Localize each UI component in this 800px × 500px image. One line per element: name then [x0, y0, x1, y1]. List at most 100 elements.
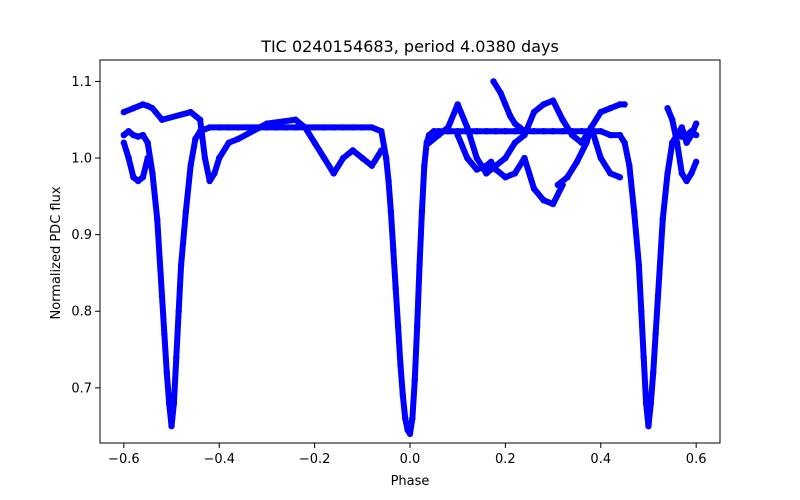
y-tick-label: 0.7	[71, 381, 92, 396]
series-6-trace	[490, 78, 528, 135]
chart-title: TIC 0240154683, period 4.0380 days	[260, 37, 559, 56]
data-point	[635, 262, 643, 269]
data-point	[421, 162, 428, 169]
data-point	[187, 162, 194, 169]
data-point	[444, 124, 452, 131]
data-point	[626, 162, 633, 169]
data-point	[607, 105, 614, 112]
data-point	[125, 128, 132, 135]
data-point	[382, 154, 390, 162]
data-point	[425, 139, 433, 146]
data-point	[664, 170, 671, 177]
data-point	[201, 154, 209, 162]
data-point	[473, 166, 480, 173]
data-point	[597, 108, 604, 116]
data-point	[134, 177, 142, 185]
data-point	[630, 208, 638, 215]
data-point	[330, 124, 337, 131]
data-point	[483, 128, 490, 135]
data-point	[654, 292, 662, 300]
data-point	[349, 147, 356, 154]
data-point	[225, 139, 232, 146]
data-point	[683, 139, 690, 146]
data-point	[540, 196, 547, 204]
data-point	[621, 101, 628, 108]
data-point	[139, 131, 147, 139]
data-point	[592, 139, 600, 146]
data-point	[659, 216, 666, 223]
data-point	[688, 131, 695, 139]
data-point	[652, 331, 659, 338]
data-point	[502, 101, 509, 108]
data-point	[642, 399, 650, 407]
data-point	[125, 154, 132, 162]
axes-layer: −0.6 −0.4 −0.2 0.0 0.2 0.4 0.6 0.7 0.8 0.9 1.0 1.1	[71, 59, 721, 467]
data-point	[640, 354, 647, 361]
data-point	[588, 124, 595, 131]
data-point	[664, 105, 671, 112]
data-point	[320, 154, 328, 162]
data-point	[530, 128, 538, 135]
data-point	[177, 262, 185, 269]
data-point	[597, 154, 604, 162]
data-point	[678, 124, 686, 131]
data-point	[170, 399, 178, 407]
x-tick-label: −0.6	[108, 452, 140, 467]
series-3	[120, 139, 151, 185]
series-9	[669, 120, 700, 146]
data-point	[378, 147, 385, 154]
data-point	[387, 208, 395, 215]
data-point	[206, 124, 213, 131]
data-point	[406, 430, 414, 438]
data-point	[647, 399, 655, 407]
data-point	[673, 131, 681, 139]
x-axis-title: Phase	[391, 474, 430, 489]
data-point	[418, 208, 426, 215]
data-point	[454, 131, 461, 139]
data-point	[359, 124, 366, 131]
data-point	[399, 392, 407, 399]
series-4	[425, 97, 628, 177]
data-point	[292, 116, 299, 123]
data-point	[206, 177, 213, 185]
data-point	[473, 128, 480, 135]
data-point	[175, 308, 182, 315]
data-point	[187, 108, 194, 116]
data-layer	[120, 78, 700, 438]
data-point	[120, 108, 128, 116]
data-point	[225, 124, 232, 131]
data-point	[154, 216, 161, 223]
data-point	[402, 415, 409, 422]
data-point	[216, 154, 223, 162]
data-point	[559, 116, 566, 123]
data-point	[549, 128, 557, 135]
data-point	[490, 78, 497, 85]
data-point	[263, 120, 271, 127]
x-tick-label: 0.4	[590, 452, 611, 467]
data-point	[502, 128, 509, 135]
data-point	[211, 170, 218, 177]
data-point	[607, 170, 614, 177]
data-point	[511, 120, 519, 127]
data-point	[540, 128, 547, 135]
data-point	[521, 154, 528, 162]
data-point	[683, 177, 690, 185]
data-point	[692, 120, 700, 127]
data-point	[330, 170, 337, 177]
data-point	[483, 162, 490, 169]
data-point	[182, 208, 190, 215]
data-point	[378, 128, 385, 135]
data-point	[638, 308, 645, 315]
data-point	[273, 124, 280, 131]
data-point	[502, 154, 509, 162]
data-point	[516, 124, 523, 131]
data-point	[530, 185, 538, 192]
data-point	[511, 170, 519, 177]
data-point	[549, 97, 557, 104]
data-point	[549, 200, 557, 208]
data-point	[692, 158, 700, 166]
y-tick-label: 0.8	[71, 305, 92, 320]
data-point	[464, 154, 471, 162]
data-point	[409, 415, 416, 422]
